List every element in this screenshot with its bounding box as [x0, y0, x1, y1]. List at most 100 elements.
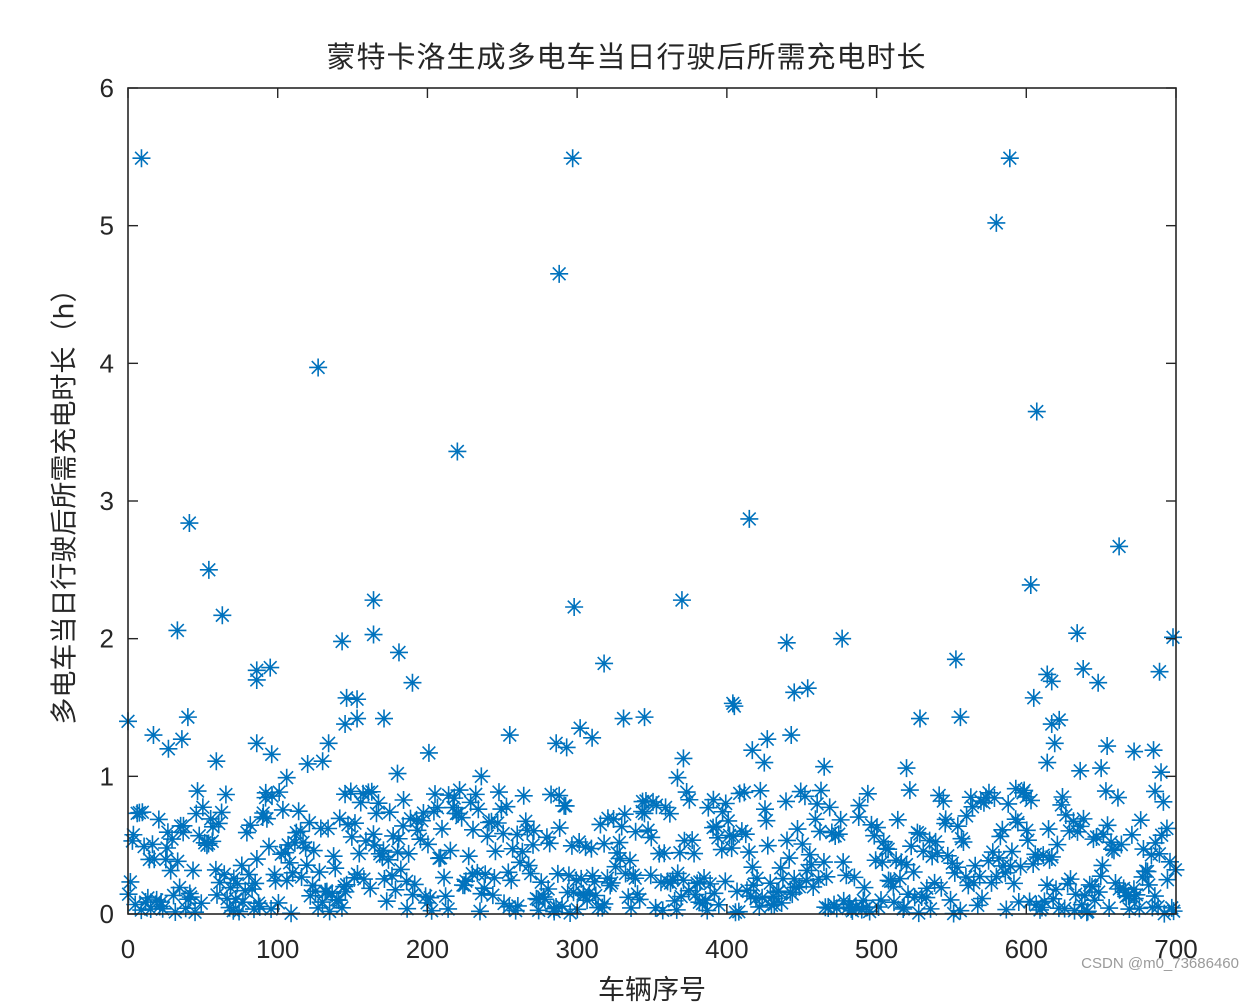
- data-point-marker: [989, 848, 1008, 867]
- data-point-marker: [456, 872, 475, 891]
- data-point-marker: [890, 869, 909, 888]
- data-point-marker: [180, 514, 199, 533]
- data-point-marker: [339, 815, 358, 834]
- data-point-marker: [677, 783, 696, 802]
- data-point-marker: [1065, 901, 1084, 920]
- data-point-marker: [514, 786, 533, 805]
- data-point-marker: [685, 844, 704, 863]
- data-point-marker: [1056, 805, 1075, 824]
- data-point-marker: [289, 802, 308, 821]
- y-tick-label: 4: [100, 348, 114, 378]
- data-point-marker: [771, 858, 790, 877]
- data-point-marker: [136, 893, 155, 912]
- data-point-marker: [674, 871, 693, 890]
- data-point-marker: [488, 814, 507, 833]
- data-point-marker: [615, 805, 634, 824]
- data-point-marker: [696, 891, 715, 910]
- watermark: CSDN @m0_73686460: [1081, 955, 1239, 972]
- data-point-marker: [790, 877, 809, 896]
- data-point-marker: [207, 885, 226, 904]
- y-tick-label: 3: [100, 486, 114, 516]
- data-point-marker: [1017, 821, 1036, 840]
- data-point-marker: [626, 869, 645, 888]
- data-point-marker: [309, 898, 328, 917]
- data-point-marker: [448, 442, 467, 461]
- data-point-marker: [704, 818, 723, 837]
- data-point-marker: [713, 802, 732, 821]
- data-point-marker: [802, 855, 821, 874]
- data-point-marker: [899, 885, 918, 904]
- data-point-marker: [564, 883, 583, 902]
- data-point-marker: [1082, 877, 1101, 896]
- data-point-marker: [740, 509, 759, 528]
- data-point-marker: [846, 897, 865, 916]
- data-point-marker: [938, 846, 957, 865]
- data-point-marker: [866, 851, 885, 870]
- data-point-marker: [1027, 895, 1046, 914]
- data-point-marker: [539, 879, 558, 898]
- data-point-marker: [635, 708, 654, 727]
- data-point-marker: [348, 865, 367, 884]
- data-point-marker: [897, 855, 916, 874]
- data-point-marker: [263, 787, 282, 806]
- data-point-marker: [418, 835, 437, 854]
- data-point-marker: [337, 875, 356, 894]
- data-point-marker: [1160, 852, 1179, 871]
- data-point-marker: [561, 903, 580, 922]
- data-point-marker: [601, 876, 620, 895]
- data-point-marker: [323, 884, 342, 903]
- data-point-marker: [190, 826, 209, 845]
- data-point-marker: [595, 894, 614, 913]
- data-point-marker: [163, 830, 182, 849]
- data-point-marker: [612, 817, 631, 836]
- data-point-marker: [463, 864, 482, 883]
- data-point-marker: [468, 863, 487, 882]
- data-point-marker: [1071, 761, 1090, 780]
- data-point-marker: [1008, 813, 1027, 832]
- data-point-marker: [145, 850, 164, 869]
- data-point-marker: [478, 827, 497, 846]
- data-point-marker: [672, 887, 691, 906]
- data-point-marker: [602, 873, 621, 892]
- data-point-marker: [1098, 816, 1117, 835]
- data-point-marker: [708, 828, 727, 847]
- data-point-marker: [382, 866, 401, 885]
- data-point-marker: [159, 739, 178, 758]
- data-point-marker: [433, 819, 452, 838]
- data-point-marker: [1028, 848, 1047, 867]
- data-point-marker: [698, 901, 717, 920]
- data-point-marker: [888, 810, 907, 829]
- data-point-marker: [345, 814, 364, 833]
- data-point-marker: [304, 841, 323, 860]
- data-point-marker: [256, 783, 275, 802]
- data-point-marker: [1068, 624, 1087, 643]
- data-point-marker: [809, 870, 828, 889]
- data-point-marker: [1122, 825, 1141, 844]
- data-point-marker: [254, 804, 273, 823]
- data-point-marker: [1143, 898, 1162, 917]
- data-point-marker: [740, 843, 759, 862]
- data-point-marker: [272, 845, 291, 864]
- data-point-marker: [850, 796, 869, 815]
- data-point-marker: [834, 891, 853, 910]
- data-point-marker: [873, 853, 892, 872]
- data-point-marker: [963, 797, 982, 816]
- data-point-marker: [431, 848, 450, 867]
- data-point-marker: [663, 870, 682, 889]
- data-point-marker: [565, 598, 584, 617]
- data-point-marker: [292, 868, 311, 887]
- data-point-marker: [872, 891, 891, 910]
- data-point-marker: [1064, 812, 1083, 831]
- data-point-marker: [405, 875, 424, 894]
- data-point-marker: [277, 871, 296, 890]
- data-point-marker: [394, 790, 413, 809]
- data-point-marker: [946, 650, 965, 669]
- data-point-marker: [455, 876, 474, 895]
- data-point-marker: [391, 860, 410, 879]
- data-point-marker: [712, 840, 731, 859]
- data-point-marker: [647, 796, 666, 815]
- data-point-marker: [690, 893, 709, 912]
- data-point-marker: [1152, 826, 1171, 845]
- data-point-marker: [840, 895, 859, 914]
- data-point-marker: [147, 890, 166, 909]
